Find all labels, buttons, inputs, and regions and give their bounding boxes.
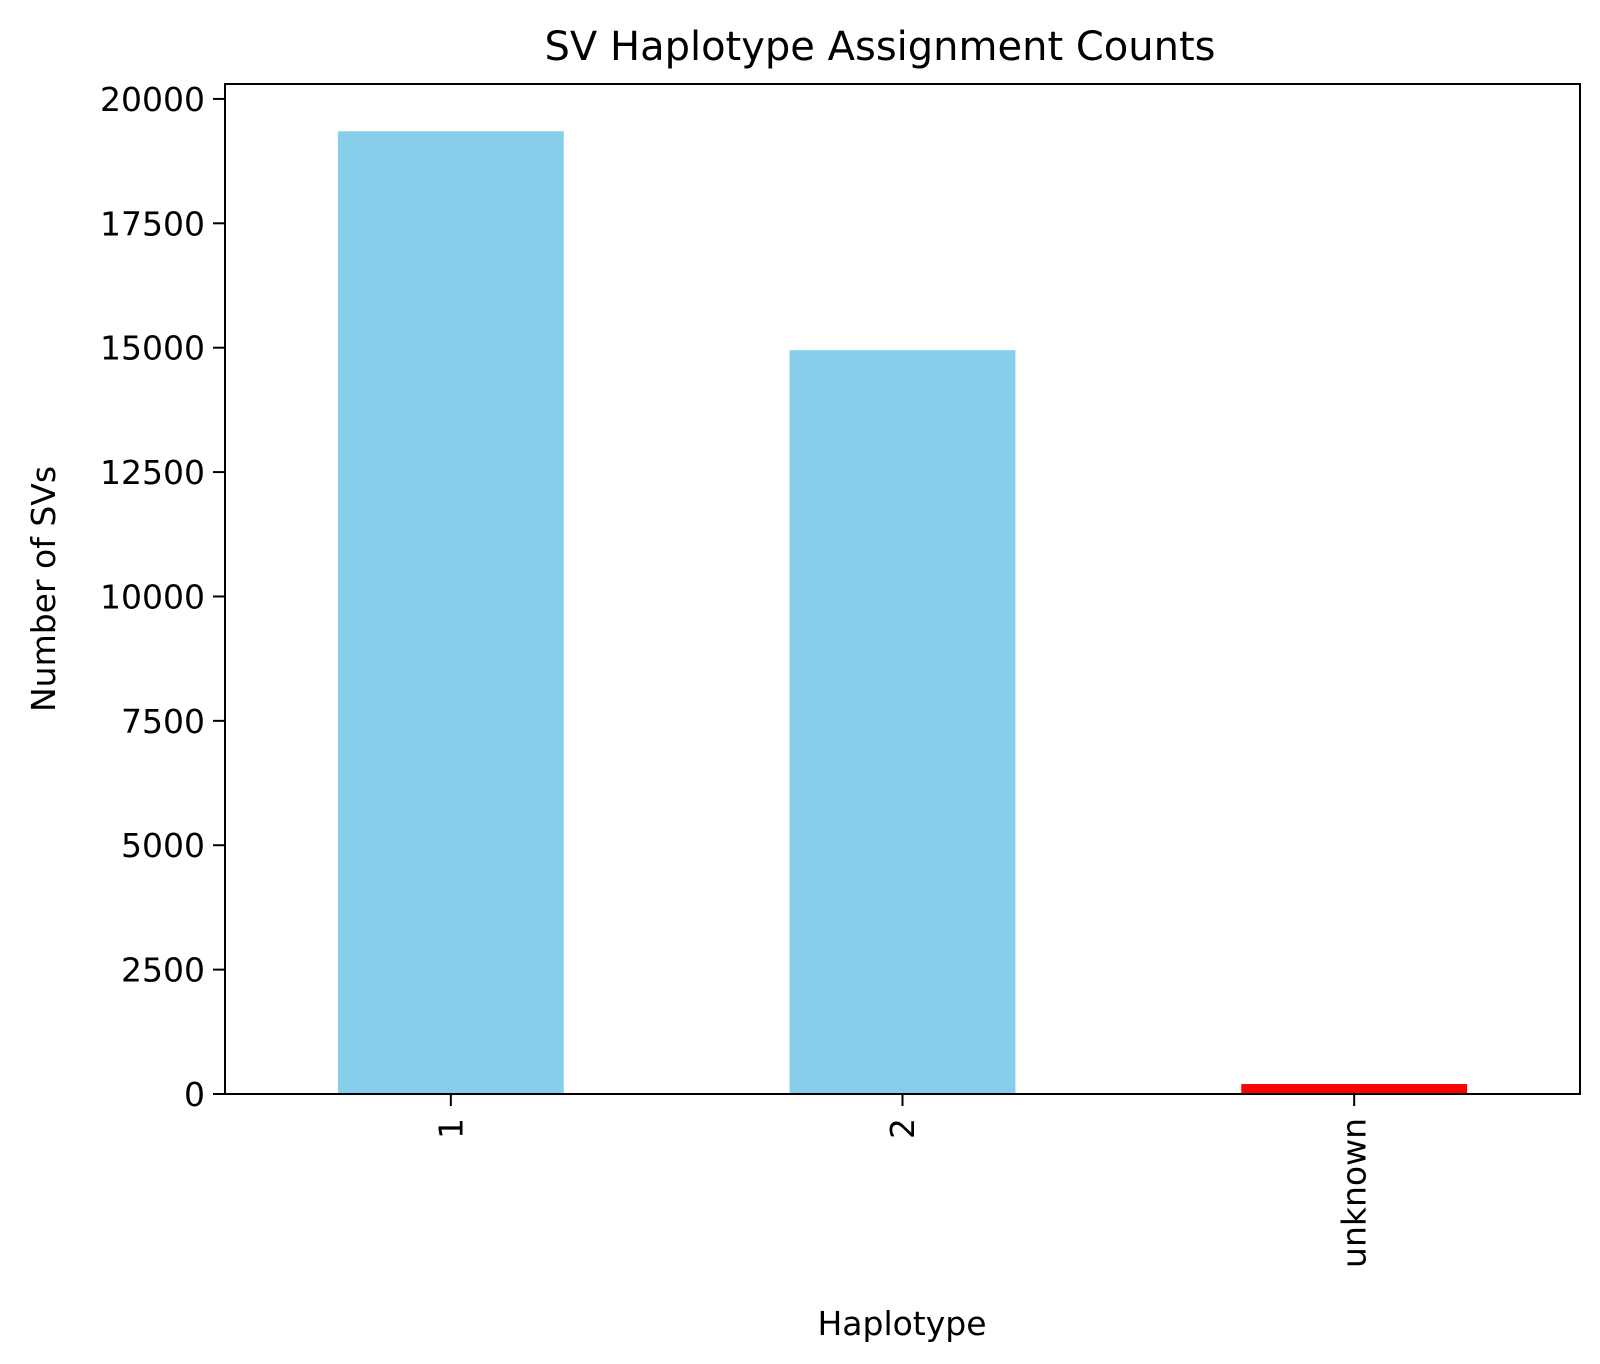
y-tick-label: 12500 bbox=[100, 453, 205, 492]
y-tick-label: 2500 bbox=[121, 951, 205, 990]
x-tick-label: 1 bbox=[431, 1118, 470, 1139]
y-tick-label: 5000 bbox=[121, 826, 205, 865]
y-tick-label: 10000 bbox=[100, 577, 205, 616]
x-axis: 1 2 unknown bbox=[431, 1094, 1374, 1268]
y-tick-label: 7500 bbox=[121, 702, 205, 741]
x-tick-label: unknown bbox=[1335, 1118, 1374, 1268]
bar-2 bbox=[789, 350, 1016, 1094]
y-tick-label: 0 bbox=[184, 1075, 205, 1114]
y-axis-label: Number of SVs bbox=[24, 466, 63, 712]
bar-1 bbox=[337, 131, 564, 1094]
bars-group bbox=[337, 131, 1468, 1094]
chart-title: SV Haplotype Assignment Counts bbox=[545, 24, 1216, 70]
y-tick-label: 20000 bbox=[100, 80, 205, 119]
y-tick-label: 15000 bbox=[100, 329, 205, 368]
x-tick-label: 2 bbox=[883, 1118, 922, 1139]
x-axis-label: Haplotype bbox=[817, 1304, 986, 1343]
y-axis: 0 2500 5000 7500 10000 12500 15000 17500 20000 bbox=[100, 80, 225, 1114]
bar-unknown bbox=[1241, 1084, 1468, 1094]
y-tick-label: 17500 bbox=[100, 204, 205, 243]
